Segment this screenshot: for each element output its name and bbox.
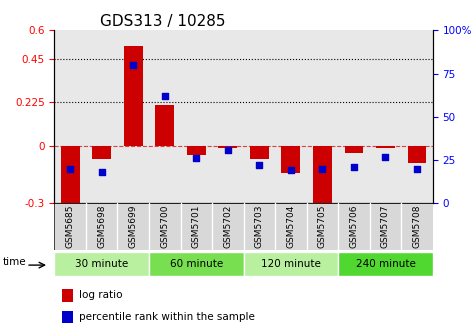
Text: time: time [3, 257, 26, 267]
Text: GSM5700: GSM5700 [160, 205, 169, 248]
Text: GSM5703: GSM5703 [255, 205, 264, 248]
Bar [219, 145, 237, 148]
Bar [244, 252, 338, 276]
Text: GSM5708: GSM5708 [412, 205, 421, 248]
Point [98, 169, 105, 175]
Point [224, 147, 232, 152]
Bar [62, 289, 72, 302]
Text: GSM5706: GSM5706 [350, 205, 359, 248]
Point [287, 168, 295, 173]
Text: GSM5698: GSM5698 [97, 205, 106, 248]
Bar [344, 145, 363, 153]
Bar [250, 145, 269, 159]
Bar [155, 105, 174, 145]
Text: GDS313 / 10285: GDS313 / 10285 [100, 14, 225, 29]
Bar [124, 46, 143, 145]
Bar [61, 145, 79, 207]
Point [319, 166, 326, 171]
Text: GSM5705: GSM5705 [318, 205, 327, 248]
Bar [54, 252, 149, 276]
Text: 60 minute: 60 minute [170, 259, 223, 269]
Point [382, 154, 389, 159]
Point [66, 166, 74, 171]
Text: GSM5685: GSM5685 [66, 205, 75, 248]
Point [130, 62, 137, 68]
Text: 30 minute: 30 minute [75, 259, 128, 269]
Text: log ratio: log ratio [79, 290, 123, 300]
Bar [62, 311, 72, 324]
Point [255, 163, 263, 168]
Point [161, 93, 168, 99]
Text: 240 minute: 240 minute [356, 259, 415, 269]
Point [350, 164, 358, 170]
Bar [92, 145, 111, 159]
Bar [338, 252, 433, 276]
Bar [281, 145, 300, 172]
Bar [408, 145, 427, 163]
Text: 120 minute: 120 minute [261, 259, 321, 269]
Bar [376, 145, 395, 148]
Text: GSM5702: GSM5702 [223, 205, 232, 248]
Bar [149, 252, 244, 276]
Text: GSM5701: GSM5701 [192, 205, 201, 248]
Point [413, 166, 421, 171]
Bar [313, 145, 332, 215]
Bar [187, 145, 206, 155]
Text: GSM5699: GSM5699 [129, 205, 138, 248]
Text: GSM5707: GSM5707 [381, 205, 390, 248]
Text: GSM5704: GSM5704 [286, 205, 296, 248]
Point [193, 156, 200, 161]
Text: percentile rank within the sample: percentile rank within the sample [79, 312, 255, 322]
